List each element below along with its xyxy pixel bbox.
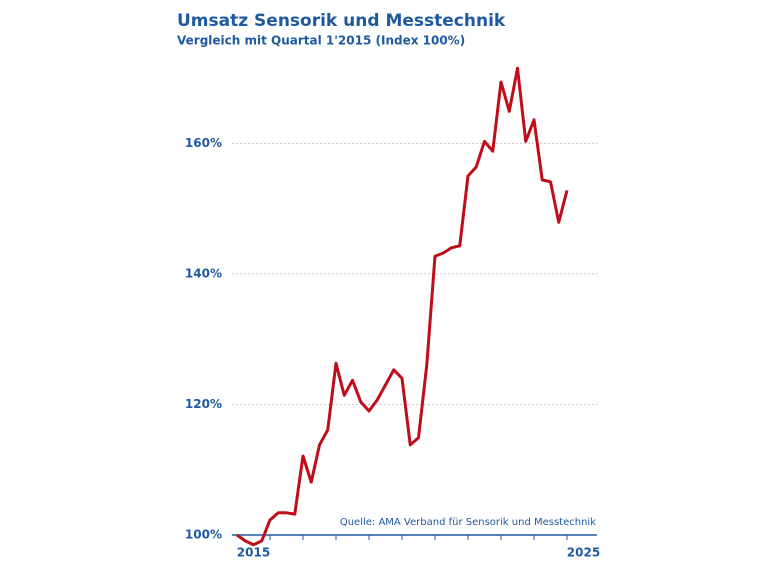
line-series bbox=[236, 66, 569, 547]
chart-title: Umsatz Sensorik und Messtechnik bbox=[177, 11, 506, 31]
y-tick-label: 160% bbox=[185, 136, 222, 150]
x-tick-label: 2015 bbox=[237, 546, 270, 560]
source-note: Quelle: AMA Verband für Sensorik und Mes… bbox=[340, 517, 596, 528]
x-tick-label: 2025 bbox=[567, 546, 600, 560]
y-tick-label: 140% bbox=[185, 266, 222, 280]
y-tick-label: 100% bbox=[185, 528, 222, 542]
chart-subtitle: Vergleich mit Quartal 1'2015 (Index 100%… bbox=[177, 34, 465, 48]
y-tick-label: 120% bbox=[185, 397, 222, 411]
